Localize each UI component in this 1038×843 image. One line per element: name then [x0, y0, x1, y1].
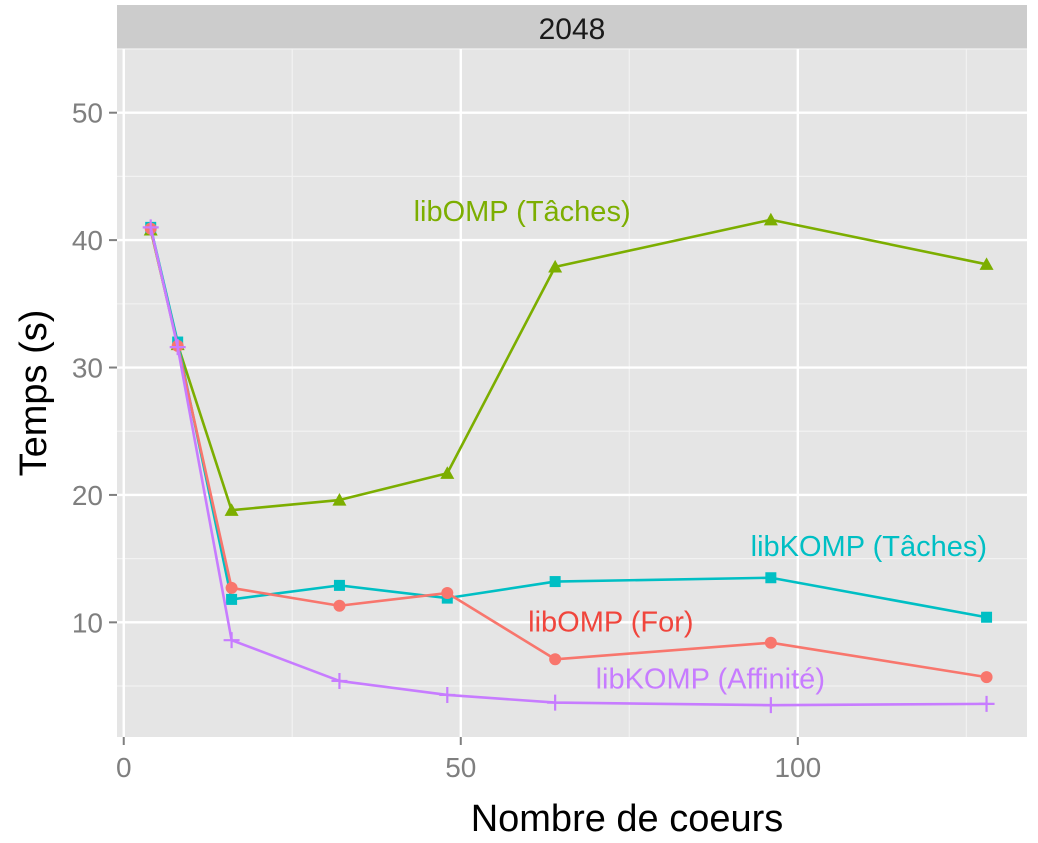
series-layer — [142, 212, 995, 714]
data-point — [441, 587, 454, 600]
grid-layer — [117, 48, 1027, 737]
annotation-layer: libOMP (Tâches) libKOMP (Tâches) libOMP (F… — [414, 196, 987, 696]
data-point — [765, 572, 777, 584]
data-point — [169, 339, 186, 356]
series-libkomp-affinite — [142, 219, 995, 714]
y-tick-label: 50 — [72, 98, 103, 129]
y-axis-title: Temps (s) — [13, 310, 55, 477]
data-point — [142, 219, 159, 236]
series-line — [149, 218, 987, 512]
panel-strip — [117, 5, 1027, 49]
data-point — [979, 257, 994, 270]
x-axis-title: Nombre de coeurs — [471, 798, 784, 840]
data-point — [226, 593, 238, 605]
data-point — [224, 503, 239, 516]
data-point — [762, 697, 779, 714]
data-point — [225, 581, 238, 594]
data-point — [440, 466, 455, 479]
data-point — [549, 653, 562, 666]
series-libomp-taches — [143, 212, 994, 516]
data-point — [978, 695, 995, 712]
y-tick-label: 40 — [72, 225, 103, 256]
data-point — [333, 579, 345, 591]
y-tick-label: 30 — [72, 353, 103, 384]
data-point — [223, 632, 240, 649]
y-tick-label: 10 — [72, 607, 103, 638]
axis-ticks: 0 50 100 10 20 30 40 50 — [72, 98, 821, 783]
series-label: libOMP (For) — [528, 606, 693, 638]
data-point — [439, 686, 456, 703]
data-point — [332, 493, 347, 506]
y-tick-label: 20 — [72, 480, 103, 511]
series-label: libKOMP (Affinité) — [596, 664, 825, 696]
x-tick-label: 100 — [774, 752, 821, 783]
x-tick-label: 0 — [116, 752, 132, 783]
data-point — [333, 599, 346, 612]
data-point — [549, 576, 561, 588]
data-point — [764, 636, 777, 649]
data-point — [548, 259, 563, 273]
series-label: libOMP (Tâches) — [414, 196, 631, 228]
data-point — [331, 672, 348, 689]
series-label: libKOMP (Tâches) — [751, 531, 987, 563]
series-line — [149, 228, 987, 679]
data-point — [980, 671, 993, 684]
data-point — [763, 212, 778, 226]
data-point — [547, 694, 564, 711]
panel-title: 2048 — [539, 13, 606, 46]
series-libomp-for — [144, 222, 993, 684]
data-point — [981, 611, 993, 623]
series-line — [149, 227, 987, 707]
x-tick-label: 50 — [445, 752, 476, 783]
